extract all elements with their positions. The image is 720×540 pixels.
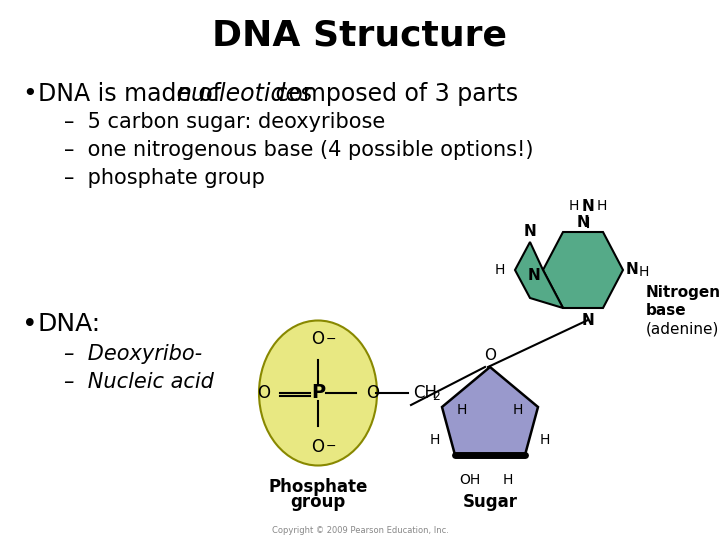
Text: –  phosphate group: – phosphate group <box>64 168 265 188</box>
Text: H: H <box>430 433 440 447</box>
Text: N: N <box>626 262 639 278</box>
Text: DNA is made of: DNA is made of <box>38 82 229 106</box>
Text: N: N <box>523 224 536 239</box>
Text: N: N <box>577 215 590 230</box>
Ellipse shape <box>259 321 377 465</box>
Text: Sugar: Sugar <box>462 493 518 511</box>
Text: O: O <box>366 384 379 402</box>
Text: O: O <box>312 438 325 456</box>
Text: OH: OH <box>459 473 481 487</box>
Text: N: N <box>582 199 595 214</box>
Text: N: N <box>527 267 540 282</box>
Text: Phosphate: Phosphate <box>269 478 368 496</box>
Text: −: − <box>326 440 336 453</box>
Text: H: H <box>456 403 467 417</box>
Text: O: O <box>257 384 270 402</box>
Text: H: H <box>639 265 649 279</box>
Text: H: H <box>513 403 523 417</box>
Text: DNA Structure: DNA Structure <box>212 19 508 53</box>
Text: 2: 2 <box>432 390 440 403</box>
Text: base: base <box>646 303 687 318</box>
Text: N: N <box>582 313 595 328</box>
Text: composed of 3 parts: composed of 3 parts <box>268 82 518 106</box>
Text: H: H <box>503 473 513 487</box>
Text: H: H <box>597 199 607 213</box>
Text: P: P <box>311 383 325 402</box>
Text: •: • <box>22 82 37 106</box>
Polygon shape <box>515 242 563 308</box>
Text: CH: CH <box>413 384 437 402</box>
Text: Nitrogenous: Nitrogenous <box>646 285 720 300</box>
Text: O: O <box>484 348 496 363</box>
Text: DNA:: DNA: <box>38 312 101 336</box>
Text: nucleotides: nucleotides <box>176 82 312 106</box>
Text: group: group <box>290 493 346 511</box>
Text: •: • <box>22 312 37 338</box>
Text: Copyright © 2009 Pearson Education, Inc.: Copyright © 2009 Pearson Education, Inc. <box>271 526 449 535</box>
Text: H: H <box>540 433 550 447</box>
Text: –  Deoxyribo-: – Deoxyribo- <box>64 344 202 364</box>
Text: (adenine): (adenine) <box>646 321 719 336</box>
Text: O: O <box>312 330 325 348</box>
Text: H: H <box>569 199 579 213</box>
Text: −: − <box>326 333 336 346</box>
Text: –  one nitrogenous base (4 possible options!): – one nitrogenous base (4 possible optio… <box>64 140 534 160</box>
Text: –  5 carbon sugar: deoxyribose: – 5 carbon sugar: deoxyribose <box>64 112 385 132</box>
Text: –  Nucleic acid: – Nucleic acid <box>64 372 214 392</box>
Polygon shape <box>442 367 538 455</box>
Text: H: H <box>495 263 505 277</box>
Polygon shape <box>543 232 623 308</box>
